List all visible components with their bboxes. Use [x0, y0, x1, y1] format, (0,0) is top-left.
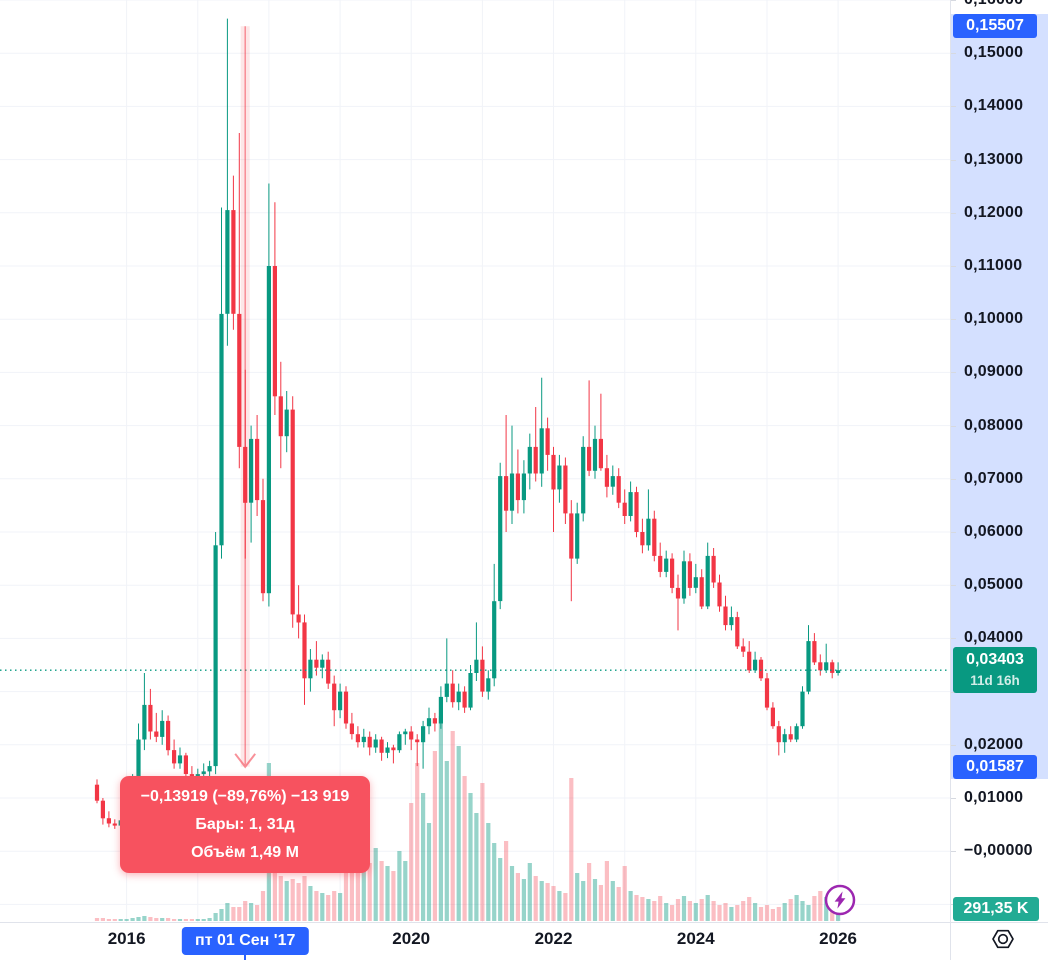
price-axis-label: 0,07000 — [964, 469, 1024, 487]
current-price-value: 0,03403 — [966, 651, 1024, 669]
volume-value: 291,35 K — [963, 899, 1029, 917]
measure-high-price-value: 0,15507 — [966, 17, 1024, 35]
price-axis-tick — [951, 798, 956, 799]
axis-corner — [950, 922, 1048, 960]
price-axis-tick — [951, 212, 956, 214]
measure-low-price-badge: 0,01587 — [953, 754, 1037, 779]
price-axis-tick — [951, 425, 956, 427]
year-label: 2020 — [392, 929, 431, 948]
price-axis-label: 0,08000 — [964, 416, 1024, 434]
measure-low-price-value: 0,01587 — [966, 757, 1024, 775]
price-axis-label: 0,12000 — [964, 203, 1024, 221]
bar-countdown: 11d 16h — [970, 673, 1020, 689]
price-axis-tick — [951, 532, 956, 533]
year-label: 2026 — [819, 929, 858, 948]
price-axis-label: 0,10000 — [964, 310, 1024, 328]
price-axis-label: 0,04000 — [964, 629, 1024, 647]
measure-date-marker — [244, 955, 247, 960]
lightning-icon[interactable] — [823, 883, 857, 917]
year-label: 2024 — [676, 929, 715, 948]
price-axis-tick — [951, 266, 956, 267]
volume-badge: 291,35 K — [953, 896, 1039, 921]
measure-date-badge: пт 01 Сен '17 — [182, 927, 309, 955]
price-axis-label: 0,05000 — [964, 576, 1024, 594]
year-label: 2016 — [107, 929, 146, 948]
price-axis-label: 0,16000 — [964, 0, 1023, 9]
price-axis-label: 0,14000 — [964, 97, 1024, 115]
price-axis-tick — [951, 638, 956, 640]
price-axis-label: 0,15000 — [964, 44, 1024, 62]
measure-bars-line: Бары: 1, 31д — [195, 815, 295, 833]
price-axis-tick — [951, 0, 956, 1]
price-axis-tick — [951, 159, 956, 161]
price-axis-label: 0,06000 — [964, 523, 1024, 540]
price-axis-label: 0,01000 — [964, 789, 1024, 806]
lightning-bolt — [834, 891, 846, 909]
price-axis-tick — [951, 851, 956, 853]
measure-high-price-badge: 0,15507 — [953, 14, 1037, 39]
gear-hexagon — [992, 929, 1014, 949]
price-axis[interactable]: 0,16000 0,15000 0,14000 0,13000 0,12000 0,110… — [950, 0, 1048, 922]
price-axis-label: 0,11000 — [964, 257, 1023, 274]
price-axis-tick — [951, 106, 956, 108]
measure-volume-line: Объём 1,49 М — [191, 843, 299, 861]
current-price-badge: 0,03403 11d 16h — [953, 647, 1037, 694]
price-axis-tick — [951, 478, 956, 480]
price-axis-tick — [951, 372, 956, 374]
gear-icon[interactable] — [990, 928, 1016, 950]
price-axis-label: 0,02000 — [964, 735, 1024, 753]
price-axis-label: 0,09000 — [964, 363, 1024, 381]
price-axis-tick — [951, 585, 956, 587]
price-axis-tick — [951, 319, 956, 321]
price-axis-tick — [951, 744, 956, 746]
year-label: 2022 — [534, 929, 573, 948]
gear-circle — [997, 933, 1009, 945]
price-axis-tick — [951, 53, 956, 55]
price-axis-label: −0,00000 — [964, 842, 1033, 860]
measure-tooltip: −0,13919 (−89,76%) −13 919 Бары: 1, 31д … — [120, 776, 370, 873]
measure-change-line: −0,13919 (−89,76%) −13 919 — [140, 787, 350, 805]
time-axis[interactable]: 2016 2020 2022 2024 2026 пт 01 Сен '17 — [0, 922, 950, 960]
price-axis-label: 0,13000 — [964, 150, 1024, 168]
